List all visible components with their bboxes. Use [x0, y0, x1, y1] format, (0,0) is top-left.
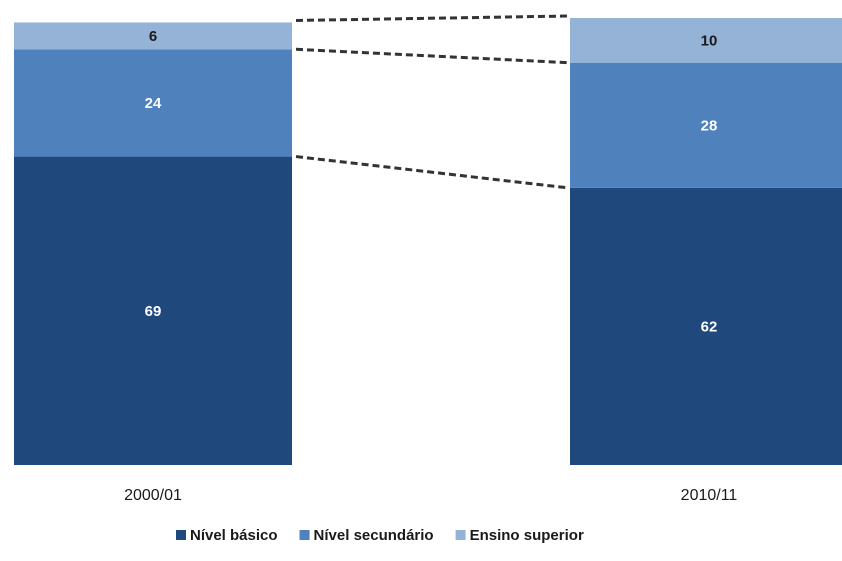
legend-item: Nível básico [176, 527, 278, 544]
data-label: 6 [149, 28, 157, 45]
data-labels: 69 24 6 62 28 10 [145, 28, 718, 336]
bar-segment [570, 62, 842, 188]
x-axis-tick-labels: 2000/01 2010/11 [124, 487, 737, 504]
connector-lines [295, 14, 569, 190]
data-label: 24 [145, 95, 162, 112]
legend-item: Nível secundário [299, 527, 434, 544]
legend-label: Nível secundário [314, 527, 434, 544]
connector-line [295, 14, 569, 22]
connector-line [295, 155, 569, 190]
x-tick-label: 2000/01 [124, 487, 182, 504]
data-label: 69 [145, 303, 162, 320]
bars [14, 18, 842, 466]
legend-swatch [455, 530, 466, 540]
data-label: 62 [701, 318, 718, 335]
data-label: 28 [701, 117, 718, 134]
bar-segment [570, 18, 842, 63]
bar-segment [14, 156, 292, 465]
legend-swatch [176, 530, 186, 540]
data-label: 10 [701, 32, 718, 49]
bar-segment [570, 187, 842, 466]
bar-segment [14, 49, 292, 157]
connector-line [295, 47, 569, 65]
legend-item: Ensino superior [455, 527, 584, 544]
legend-swatch [299, 530, 310, 540]
bar-segment [14, 22, 292, 50]
legend-label: Ensino superior [470, 527, 584, 544]
x-tick-label: 2010/11 [681, 487, 738, 504]
legend: Nível básico Nível secundário Ensino super… [176, 527, 584, 544]
legend-label: Nível básico [190, 527, 278, 544]
